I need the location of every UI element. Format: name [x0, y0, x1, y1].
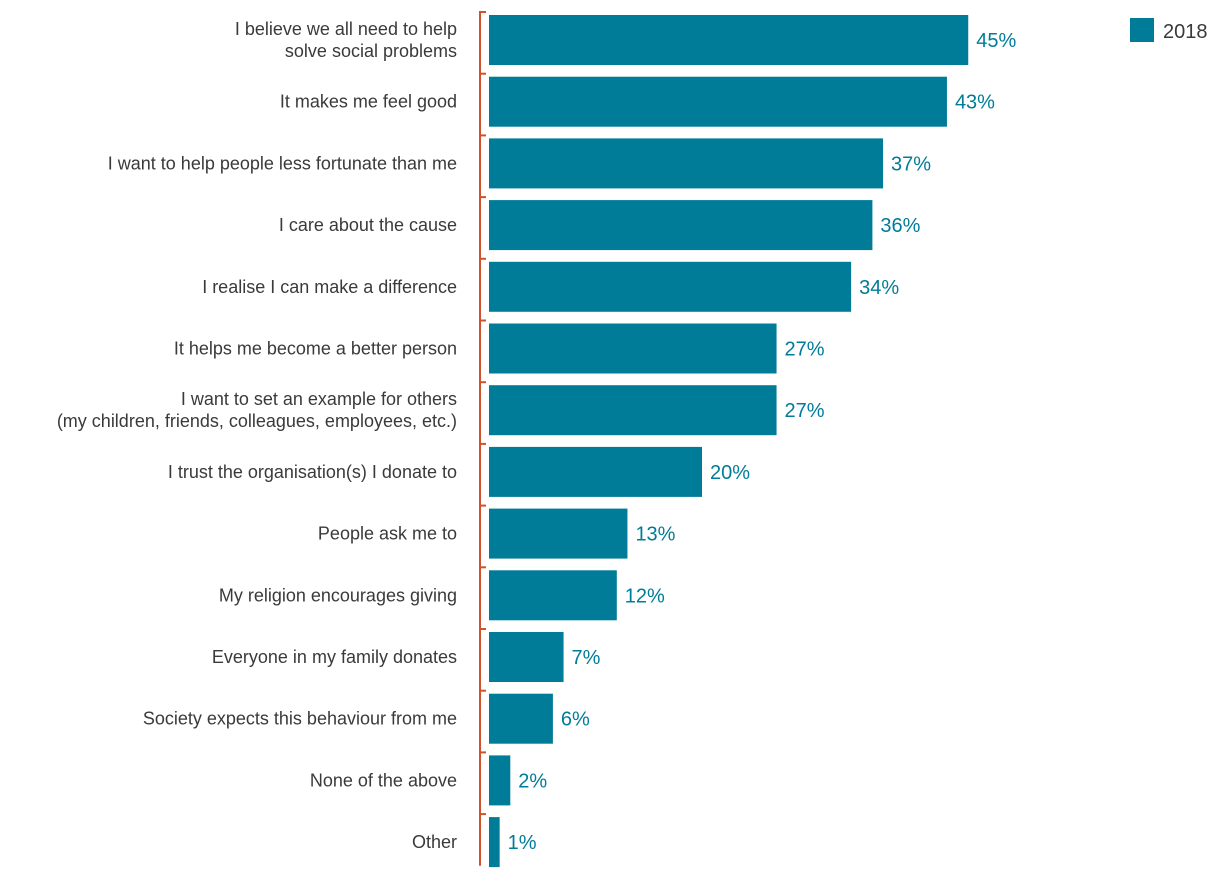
bar [489, 385, 777, 436]
bar [489, 446, 702, 497]
value-label: 2% [518, 770, 547, 792]
y-axis [479, 11, 486, 866]
category-label: My religion encourages giving [219, 585, 457, 605]
value-label: 34% [859, 277, 899, 299]
value-label: 13% [635, 524, 675, 546]
bar [489, 508, 628, 559]
legend: 2018 [1130, 18, 1208, 43]
bar [489, 755, 511, 806]
value-label: 20% [710, 462, 750, 484]
legend-swatch-2018 [1130, 18, 1154, 42]
category-label: Other [412, 832, 457, 852]
value-label: 27% [785, 400, 825, 422]
category-label: It helps me become a better person [174, 339, 457, 359]
value-label: 6% [561, 709, 590, 731]
bar [489, 817, 500, 868]
bar [489, 200, 873, 251]
bar [489, 15, 969, 65]
category-label: None of the above [310, 770, 457, 790]
category-label: I believe we all need to help [235, 19, 457, 39]
bar [489, 138, 884, 189]
value-label: 36% [880, 215, 920, 237]
value-label: 12% [625, 585, 665, 607]
bar [489, 693, 553, 744]
bar [489, 570, 617, 621]
category-label: It makes me feel good [280, 92, 457, 112]
category-label: People ask me to [318, 524, 457, 544]
value-label: 27% [785, 339, 825, 361]
legend-label-2018: 2018 [1163, 21, 1208, 43]
value-label: 7% [572, 647, 601, 669]
category-label: I want to help people less fortunate tha… [108, 153, 457, 173]
value-labels: 45% 43% 37% 36% 34% 27% 27% 20% 13% 12% 7% 6% 2% 1% [508, 30, 1017, 854]
category-label: I care about the cause [279, 215, 457, 235]
category-label: I trust the organisation(s) I donate to [168, 462, 457, 482]
value-label: 45% [976, 30, 1016, 52]
value-label: 43% [955, 92, 995, 114]
bar [489, 632, 564, 682]
bars [489, 15, 969, 868]
category-label: solve social problems [285, 41, 457, 61]
category-label: Everyone in my family donates [212, 647, 457, 667]
value-label: 1% [508, 832, 537, 854]
value-label: 37% [891, 153, 931, 175]
category-label: (my children, friends, colleagues, emplo… [57, 411, 457, 431]
bar [489, 76, 947, 127]
category-label: I realise I can make a difference [202, 277, 457, 297]
category-label: Society expects this behaviour from me [143, 709, 457, 729]
bar [489, 261, 852, 312]
category-label: I want to set an example for others [181, 389, 457, 409]
bar [489, 323, 777, 374]
